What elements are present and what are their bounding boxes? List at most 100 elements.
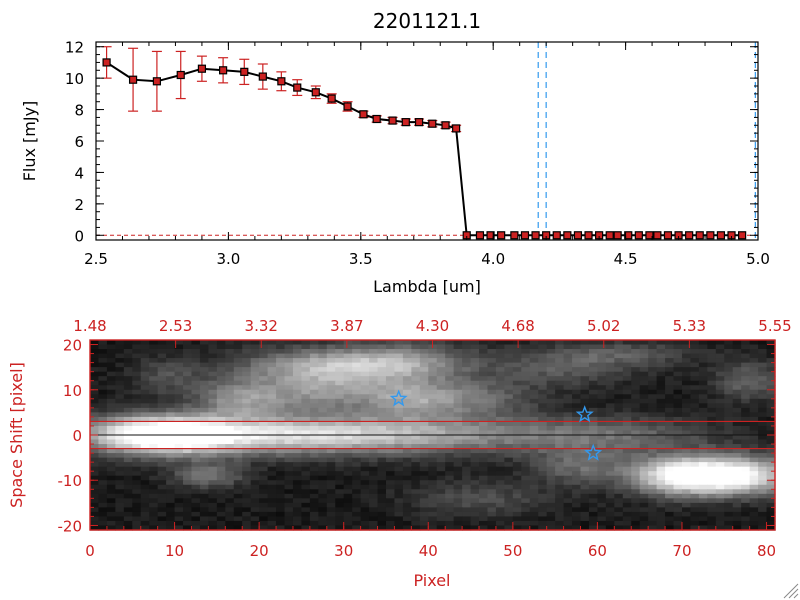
heatmap-cell [394,471,404,477]
heatmap-cell [715,385,725,391]
heatmap-cell [538,520,548,527]
heatmap-cell [335,489,345,495]
heatmap-cell [639,340,649,346]
heatmap-cell [563,371,573,377]
heatmap-cell [377,398,387,404]
heatmap-cell [292,430,303,436]
heatmap-cell [369,421,379,427]
heatmap-cell [546,398,556,404]
heatmap-cell [707,344,717,350]
heatmap-cell [90,416,100,423]
heatmap-cell [521,448,531,454]
heatmap-cell [758,353,768,359]
heatmap-cell [174,403,184,409]
heatmap-cell [445,448,455,454]
heatmap-cell [428,471,438,477]
heatmap-cell [326,498,336,504]
heatmap-cell [292,489,303,495]
heatmap-cell [605,516,615,522]
heatmap-cell [90,430,100,436]
heatmap-cell [546,462,556,468]
heatmap-cell [605,471,615,477]
heatmap-cell [140,430,150,436]
heatmap-cell [572,385,582,391]
heatmap-cell [546,516,556,522]
heatmap-cell [132,380,142,386]
heatmap-cell [741,457,751,463]
heatmap-cell [656,385,666,391]
heatmap-cell [132,389,142,395]
heatmap-cell [538,466,548,472]
heatmap-cell [597,358,607,364]
heatmap-cell [90,349,100,355]
heatmap-cell [276,444,286,450]
heatmap-cell [512,498,522,504]
heatmap-cell [648,376,658,382]
heatmap-cell [242,475,252,481]
heatmap-cell [335,371,345,377]
heatmap-cell [631,475,641,481]
heatmap-cell [715,407,725,413]
heatmap-cell [631,380,641,386]
heatmap-cell [276,484,286,490]
heatmap-cell [225,398,235,404]
heatmap-cell [749,421,759,427]
heatmap-cell [698,416,708,423]
heatmap-cell [174,412,184,418]
heatmap-cell [504,362,514,368]
heatmap-cell [157,448,167,454]
heatmap-cell [132,444,142,450]
heatmap-cell [428,380,438,386]
heatmap-cell [343,385,353,391]
heatmap-cell [267,389,277,395]
heatmap-cell [157,398,167,404]
heatmap-cell [453,507,463,513]
heatmap-cell [504,412,514,418]
heatmap-cell [495,407,505,413]
heatmap-cell [259,349,269,355]
heatmap-cell [402,453,412,459]
heatmap-cell [707,425,717,432]
heatmap-cell [698,398,708,404]
heatmap-cell [411,484,421,490]
heatmap-cell [132,407,142,413]
heatmap-cell [529,498,539,504]
heatmap-cell [665,385,675,391]
heatmap-cell [749,480,759,486]
heatmap-cell [394,353,404,359]
heatmap-cell [208,448,218,454]
heatmap-cell [614,430,624,436]
heatmap-cell [572,493,582,499]
heatmap-cell [259,484,269,490]
heatmap-cell [749,475,759,481]
heatmap-cell [191,511,201,518]
heatmap-cell [758,493,768,499]
heatmap-cell [157,507,167,513]
heatmap-cell [648,421,658,427]
heatmap-cell [225,376,235,382]
heatmap-cell [479,439,489,445]
heatmap-cell [665,380,675,386]
heatmap-cell [242,380,252,386]
heatmap-cell [402,435,412,441]
heatmap-cell [707,516,717,522]
heatmap-cell [656,498,666,504]
heatmap-cell [639,416,649,423]
pixel-tick-label: 80 [757,542,776,560]
heatmap-cell [741,466,751,472]
heatmap-cell [758,403,768,409]
heatmap-cell [343,353,353,359]
heatmap-cell [250,394,260,400]
heatmap-cell [115,525,125,531]
heatmap-cell [183,475,193,481]
heatmap-cell [233,371,243,377]
heatmap-cell [555,340,565,346]
heatmap-cell [140,462,150,468]
heatmap-cell [360,489,370,495]
heatmap-cell [648,353,658,359]
heatmap-cell [631,466,641,472]
heatmap-cell [588,398,599,404]
heatmap-cell [377,453,387,459]
heatmap-cell [208,502,218,508]
heatmap-cell [470,425,480,432]
